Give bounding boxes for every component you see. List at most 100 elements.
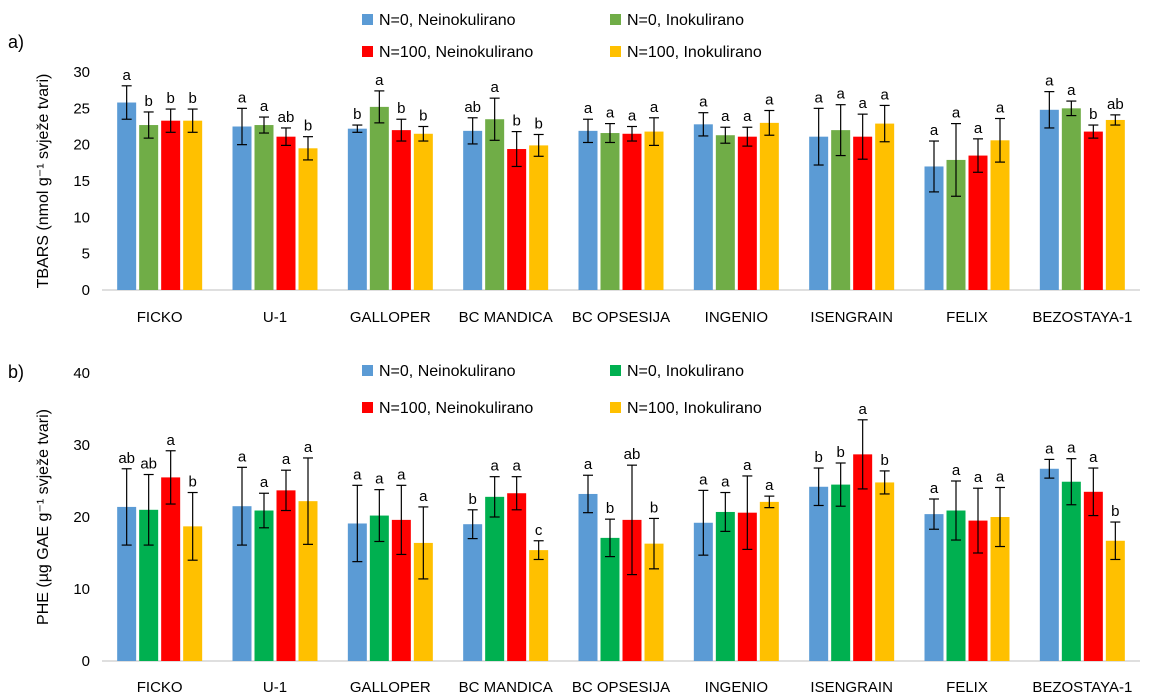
panel-b-significance-letter-s0-c6: b bbox=[814, 449, 822, 466]
panel-b-bar-s3-c8 bbox=[1105, 540, 1125, 661]
panel-a-y-axis-label: TBARS (nmol g⁻¹ svježe tvari) bbox=[35, 74, 52, 289]
panel-b-legend-label-1: N=0, Inokulirano bbox=[627, 363, 744, 380]
panel-b-legend-label-0: N=0, Neinokulirano bbox=[379, 363, 516, 380]
panel-b-bar-s2-c8 bbox=[1083, 491, 1103, 661]
panel-b-bar-s3-c5 bbox=[759, 501, 779, 661]
panel-b-significance-letter-s2-c4: ab bbox=[624, 446, 641, 463]
panel-b-bar-s1-c5 bbox=[715, 511, 735, 661]
panel-a-significance-letter-s3-c3: b bbox=[534, 115, 542, 132]
panel-a-bar-s0-c8 bbox=[1039, 109, 1059, 290]
panel-a-bar-s1-c0 bbox=[139, 125, 159, 291]
panel-a-y-tick-label-6: 30 bbox=[73, 64, 90, 81]
panel-b-legend-swatch-0 bbox=[362, 365, 373, 376]
panel-b-bar-s3-c3 bbox=[529, 550, 549, 661]
panel-b-significance-letter-s0-c5: a bbox=[699, 471, 708, 488]
panel-a-significance-letter-s3-c4: a bbox=[650, 99, 659, 116]
panel-b-significance-letter-s2-c1: a bbox=[282, 451, 291, 468]
panel-a-bar-s3-c6 bbox=[875, 123, 895, 291]
panel-b-bar-s1-c0 bbox=[139, 509, 159, 661]
panel-b-bar-s2-c0 bbox=[161, 477, 181, 661]
panel-a-x-tick-label-0: FICKO bbox=[137, 309, 183, 326]
panel-a-significance-letter-s3-c1: b bbox=[304, 118, 312, 135]
panel-b-significance-letter-s0-c1: a bbox=[238, 448, 247, 465]
panel-b-legend-swatch-1 bbox=[610, 365, 621, 376]
panel-b-significance-letter-s1-c2: a bbox=[375, 471, 384, 488]
panel-a-x-tick-label-5: INGENIO bbox=[705, 309, 768, 326]
panel-a-legend-swatch-3 bbox=[610, 46, 621, 57]
panel-a-significance-letter-s0-c1: a bbox=[238, 89, 247, 106]
panel-b-significance-letter-s3-c5: a bbox=[765, 477, 774, 494]
panel-a-bar-s3-c1 bbox=[298, 148, 318, 290]
panel-b-significance-letter-s2-c5: a bbox=[743, 457, 752, 474]
panel-a-x-tick-label-7: FELIX bbox=[946, 309, 988, 326]
panel-a-bar-s2-c3 bbox=[507, 149, 527, 290]
panel-a-bar-s1-c4 bbox=[600, 133, 620, 290]
panel-a-bar-s3-c3 bbox=[529, 145, 549, 290]
panel-b-bar-s3-c1 bbox=[298, 501, 318, 661]
panel-a-significance-letter-s0-c8: a bbox=[1045, 73, 1054, 90]
panel-a-bar-s2-c2 bbox=[391, 130, 411, 290]
panel-a-bar-s0-c6 bbox=[809, 136, 829, 290]
panel-b-y-tick-label-2: 20 bbox=[73, 509, 90, 526]
panel-a-bar-s2-c8 bbox=[1083, 131, 1103, 290]
panel-b-y-tick-label-4: 40 bbox=[73, 365, 90, 382]
panel-b-significance-letter-s2-c3: a bbox=[512, 458, 521, 475]
panel-a-x-tick-label-2: GALLOPER bbox=[350, 309, 431, 326]
panel-a-bar-s2-c6 bbox=[853, 136, 873, 290]
panel-a-legend-swatch-2 bbox=[362, 46, 373, 57]
panel-a-bar-s0-c0 bbox=[117, 102, 137, 291]
panel-a-bar-s2-c4 bbox=[622, 133, 642, 290]
panel-a-significance-letter-s2-c6: a bbox=[858, 95, 867, 112]
panel-b-significance-letter-s2-c7: a bbox=[974, 469, 983, 486]
panel-a-x-tick-label-6: ISENGRAIN bbox=[810, 309, 893, 326]
panel-a-bar-s0-c1 bbox=[232, 126, 252, 290]
panel-a-significance-letter-s1-c1: a bbox=[260, 98, 269, 115]
panel-b-significance-letter-s3-c0: b bbox=[188, 474, 196, 491]
panel-a-bar-s0-c3 bbox=[463, 130, 483, 290]
panel-b-y-tick-label-1: 10 bbox=[73, 581, 90, 598]
panel-a-legend-label-3: N=100, Inokulirano bbox=[627, 44, 762, 61]
panel-a-y-tick-label-4: 20 bbox=[73, 137, 90, 154]
panel-a-bar-s3-c0 bbox=[183, 120, 203, 290]
panel-a-x-tick-label-3: BC MANDICA bbox=[459, 309, 553, 326]
panel-b-significance-letter-s0-c0: ab bbox=[118, 450, 135, 467]
panel-a-bar-s2-c7 bbox=[968, 155, 988, 290]
panel-a-chart: a) TBARS (nmol g⁻¹ svježe tvari) 0 5 10 15 20 2… bbox=[8, 12, 1140, 326]
panel-b-label: b) bbox=[8, 362, 24, 382]
panel-a-significance-letter-s0-c0: a bbox=[122, 67, 131, 84]
panel-a-bar-s1-c5 bbox=[715, 135, 735, 290]
panel-b-bar-s3-c7 bbox=[990, 517, 1010, 661]
panel-a-significance-letter-s1-c6: a bbox=[836, 86, 845, 103]
panel-b-significance-letter-s2-c2: a bbox=[397, 466, 406, 483]
panel-b-significance-letter-s1-c0: ab bbox=[140, 456, 157, 473]
panel-a-significance-letter-s3-c6: a bbox=[880, 86, 889, 103]
panel-a-bar-s3-c8 bbox=[1105, 119, 1125, 291]
panel-a-significance-letter-s1-c3: a bbox=[490, 79, 499, 96]
panel-a-bar-s1-c7 bbox=[946, 159, 966, 290]
panel-b-significance-letter-s1-c6: b bbox=[836, 444, 844, 461]
panel-b-significance-letter-s0-c3: b bbox=[468, 491, 476, 508]
panel-b-significance-letter-s1-c5: a bbox=[721, 474, 730, 491]
panel-a-significance-letter-s1-c7: a bbox=[952, 105, 961, 122]
panel-a-significance-letter-s3-c7: a bbox=[996, 100, 1005, 117]
panel-b-x-tick-label-5: INGENIO bbox=[705, 679, 768, 696]
panel-a-significance-letter-s2-c8: b bbox=[1089, 106, 1097, 123]
panel-a-significance-letter-s2-c5: a bbox=[743, 108, 752, 125]
panel-b-significance-letter-s2-c0: a bbox=[166, 432, 175, 449]
panel-a-significance-letter-s2-c0: b bbox=[166, 90, 174, 107]
panel-a-legend-label-0: N=0, Neinokulirano bbox=[379, 12, 516, 29]
panel-b-bar-s0-c3 bbox=[463, 524, 483, 661]
panel-b-significance-letter-s3-c8: b bbox=[1111, 503, 1119, 520]
panel-a-significance-letter-s1-c2: a bbox=[375, 72, 384, 89]
panel-a-bar-s0-c5 bbox=[693, 124, 713, 290]
panel-a-legend-swatch-0 bbox=[362, 14, 373, 25]
panel-a-bar-s1-c2 bbox=[369, 106, 389, 290]
panel-a-legend-swatch-1 bbox=[610, 14, 621, 25]
panel-b-bar-s0-c7 bbox=[924, 514, 944, 661]
panel-a-x-tick-label-4: BC OPSESIJA bbox=[572, 309, 670, 326]
panel-a-significance-letter-s1-c8: a bbox=[1067, 82, 1076, 99]
panel-a-bar-s0-c7 bbox=[924, 166, 944, 290]
panel-b-significance-letter-s0-c7: a bbox=[930, 480, 939, 497]
panel-b-bar-s0-c4 bbox=[578, 493, 598, 661]
